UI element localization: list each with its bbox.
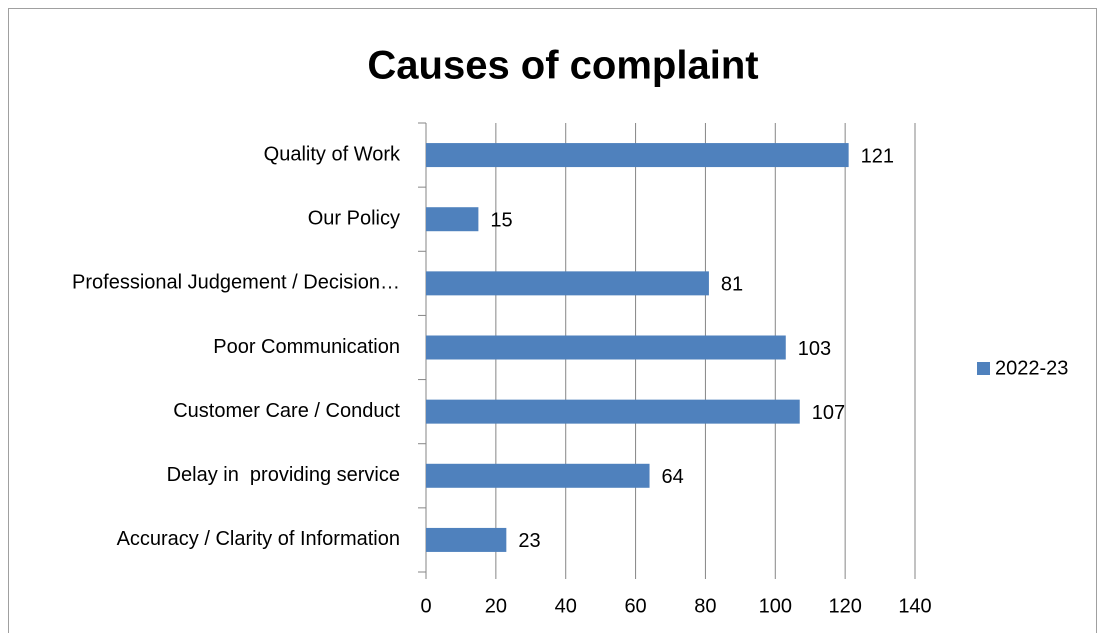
- y-tick-label: Delay in providing service: [167, 464, 400, 486]
- x-tick-label: 0: [420, 595, 431, 617]
- x-tick-label: 120: [828, 595, 861, 617]
- x-tick-label: 20: [485, 595, 507, 617]
- bar: [426, 335, 786, 360]
- y-tick-label: Poor Communication: [213, 336, 400, 358]
- legend-label: 2022-23: [995, 357, 1068, 379]
- chart-title: Causes of complaint: [367, 44, 758, 88]
- y-tick-label: Professional Judgement / Decision…: [72, 272, 400, 294]
- bar: [426, 527, 507, 552]
- bar: [426, 207, 479, 232]
- y-tick-label: Accuracy / Clarity of Information: [117, 528, 400, 550]
- x-tick-label: 60: [624, 595, 646, 617]
- bar: [426, 399, 800, 424]
- value-label: 103: [798, 338, 831, 360]
- value-label: 64: [662, 466, 684, 488]
- bar: [426, 271, 709, 296]
- bar: [426, 143, 849, 168]
- value-label: 81: [721, 274, 743, 296]
- y-tick-label: Our Policy: [308, 207, 400, 229]
- value-label: 107: [812, 402, 845, 424]
- x-tick-label: 80: [694, 595, 716, 617]
- value-label: 15: [490, 209, 512, 231]
- legend-swatch: [977, 362, 990, 375]
- y-tick-label: Customer Care / Conduct: [173, 400, 400, 422]
- value-label: 121: [861, 145, 894, 167]
- x-tick-label: 40: [555, 595, 577, 617]
- value-label: 23: [518, 530, 540, 552]
- x-tick-label: 140: [898, 595, 931, 617]
- bar: [426, 463, 650, 488]
- y-tick-label: Quality of Work: [264, 143, 401, 165]
- x-tick-label: 100: [759, 595, 792, 617]
